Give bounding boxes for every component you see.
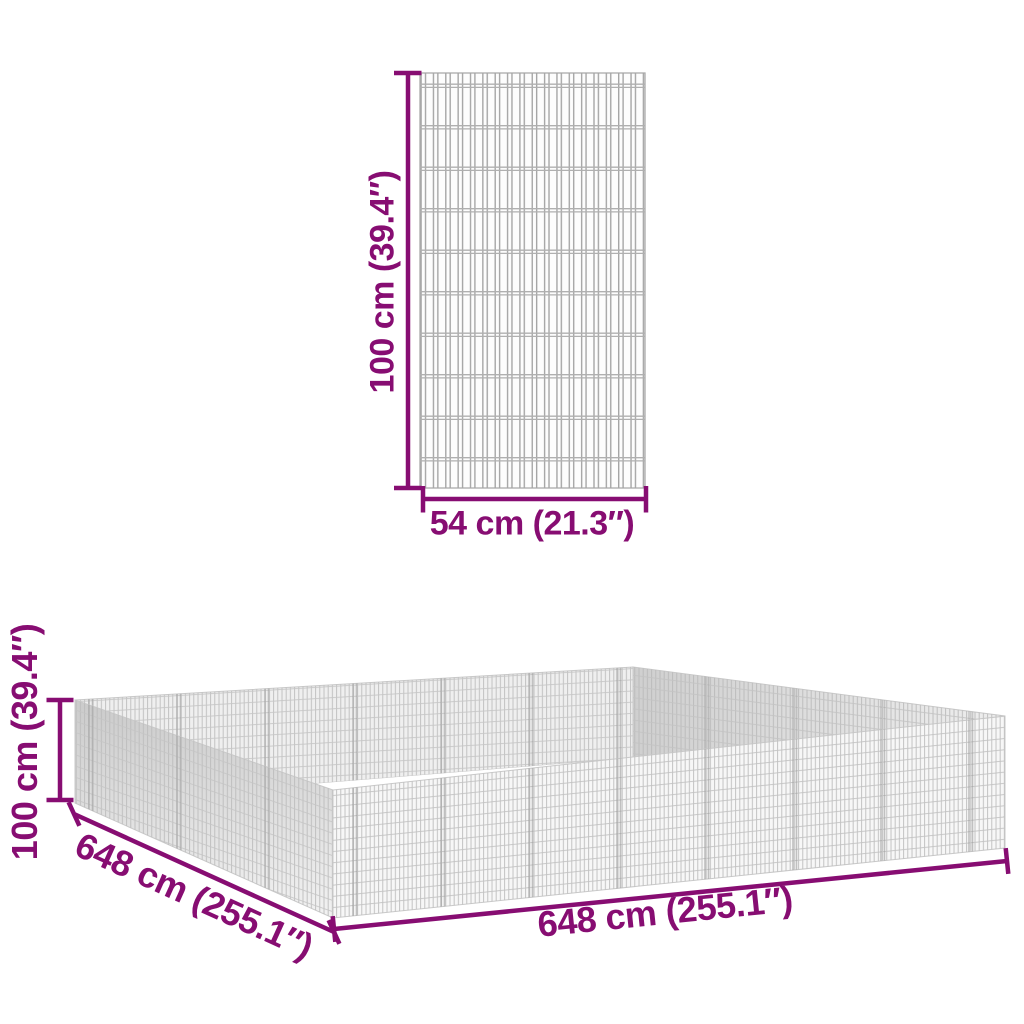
panel-width-label: 54 cm (21.3″)	[429, 504, 635, 543]
panel-figure	[419, 72, 646, 489]
panel-height-label: 100 cm (39.4″)	[363, 170, 402, 394]
enclosure-height-label: 100 cm (39.4″)	[4, 623, 45, 861]
enclosure-wall-front-left	[74, 699, 334, 919]
enclosure-width-dimension-line	[330, 847, 1011, 943]
enclosure-wall-front-right	[332, 715, 1006, 919]
enclosure-height-dimension-line	[46, 697, 74, 803]
panel-width-dimension-line	[420, 486, 649, 513]
panel-height-dimension-line	[394, 70, 422, 491]
dimension-lines	[46, 70, 1011, 945]
enclosure-figure	[74, 666, 1006, 919]
